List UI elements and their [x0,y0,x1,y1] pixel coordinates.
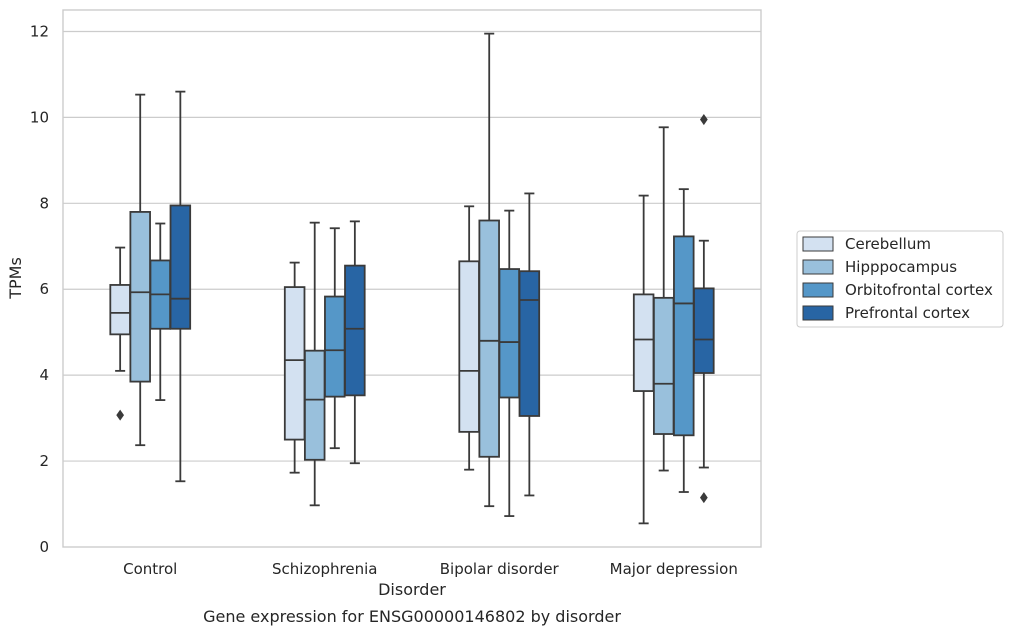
box-hipppocampus [303,221,326,507]
y-axis-label: TPMs [6,257,25,300]
box-prefrontal-cortex [344,220,366,465]
y-tick-label: 12 [30,22,49,40]
box-cerebellum [109,246,131,421]
y-tick-label: 10 [30,108,49,126]
outlier-point [116,409,125,421]
legend: Cerebellum Hipppocampus Orbitofrontal cort… [796,230,1004,328]
box-body [283,286,306,441]
box-orbitofrontal-cortex [149,222,172,401]
box-body [632,293,655,392]
box-body [458,260,480,433]
chart-caption: Gene expression for ENSG00000146802 by d… [203,607,621,626]
box-hipppocampus [652,126,675,472]
box-prefrontal-cortex [693,114,715,504]
box-cerebellum [458,205,480,471]
y-axis-ticks: 0 2 4 6 8 10 12 [30,22,49,556]
x-tick-label: Major depression [610,560,738,578]
legend-swatch [802,236,834,252]
box-body [324,295,346,398]
legend-entry: Cerebellum [845,235,931,253]
box-hipppocampus [478,32,500,508]
legend-entry: Prefrontal cortex [845,304,970,322]
box-body [498,268,521,399]
box-hipppocampus [129,93,151,447]
box-body [693,287,715,374]
box-prefrontal-cortex [518,192,541,497]
x-tick-label: Schizophrenia [272,560,377,578]
y-tick-label: 8 [39,194,49,212]
legend-frame [796,230,1004,328]
y-tick-label: 0 [39,538,49,556]
box-body [478,219,500,458]
box-body [303,349,326,461]
box-body [518,270,541,417]
box-body [169,204,192,330]
x-axis-label: Disorder [378,580,446,599]
plot-frame [62,9,762,548]
box-body [673,235,695,437]
box-body [344,264,366,397]
box-body [652,296,675,435]
x-tick-label: Control [123,560,177,578]
x-tick-label: Bipolar disorder [440,560,560,578]
y-tick-label: 4 [39,366,49,384]
box-body [109,284,131,336]
box-prefrontal-cortex [169,90,192,483]
y-tick-label: 2 [39,452,49,470]
x-axis-ticks: Control Schizophrenia Bipolar disorder Majo… [123,560,738,578]
outlier-point [699,492,708,504]
legend-swatch [802,282,834,298]
box-orbitofrontal-cortex [673,188,695,493]
legend-entry: Orbitofrontal cortex [845,281,993,299]
box-plot-area [109,32,715,525]
box-cerebellum [283,261,306,474]
y-tick-label: 6 [39,280,49,298]
box-orbitofrontal-cortex [498,209,521,517]
legend-entry: Hipppocampus [845,258,957,276]
box-orbitofrontal-cortex [324,227,346,450]
box-body [129,211,151,383]
box-cerebellum [632,194,655,525]
outlier-point [699,114,708,126]
legend-swatch [802,305,834,321]
legend-swatch [802,259,834,275]
